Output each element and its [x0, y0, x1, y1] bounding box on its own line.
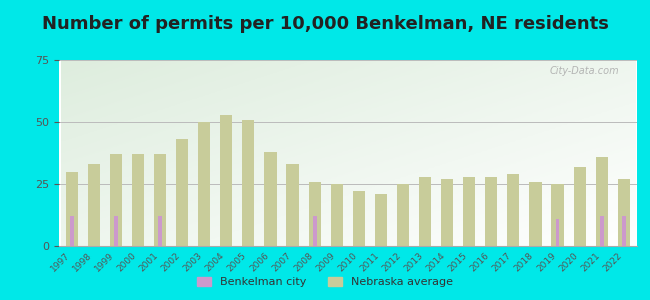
Bar — [573, 167, 586, 246]
Bar — [331, 184, 343, 246]
Bar — [397, 184, 409, 246]
Bar — [176, 140, 188, 246]
Bar — [551, 184, 564, 246]
Bar — [600, 216, 604, 246]
Bar — [66, 172, 78, 246]
Bar — [114, 216, 118, 246]
Bar — [556, 219, 560, 246]
Legend: Benkelman city, Nebraska average: Benkelman city, Nebraska average — [193, 272, 457, 291]
Bar — [158, 216, 162, 246]
Bar — [529, 182, 541, 246]
Bar — [110, 154, 122, 246]
Bar — [265, 152, 276, 246]
Bar — [132, 154, 144, 246]
Bar — [463, 177, 475, 246]
Bar — [353, 191, 365, 246]
Bar — [618, 179, 630, 246]
Bar — [220, 115, 233, 246]
Bar — [88, 164, 100, 246]
Bar — [198, 122, 211, 246]
Bar — [441, 179, 453, 246]
Bar — [375, 194, 387, 246]
Bar — [485, 177, 497, 246]
Bar — [313, 216, 317, 246]
Bar — [309, 182, 320, 246]
Text: Number of permits per 10,000 Benkelman, NE residents: Number of permits per 10,000 Benkelman, … — [42, 15, 608, 33]
Bar — [507, 174, 519, 246]
Bar — [419, 177, 431, 246]
Bar — [154, 154, 166, 246]
Bar — [70, 216, 73, 246]
Bar — [242, 119, 254, 246]
Bar — [287, 164, 298, 246]
Text: City-Data.com: City-Data.com — [550, 66, 619, 76]
Bar — [595, 157, 608, 246]
Bar — [622, 216, 626, 246]
